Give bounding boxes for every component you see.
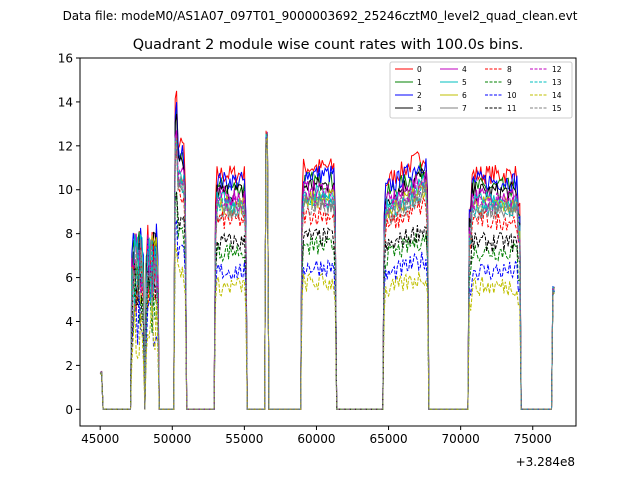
y-tick-label: 14 xyxy=(58,95,73,109)
series-line-13 xyxy=(99,133,555,410)
series-line-15 xyxy=(100,135,555,410)
x-tick-label: 55000 xyxy=(225,432,263,446)
legend-label-3: 3 xyxy=(417,104,422,113)
legend-label-1: 1 xyxy=(417,78,422,87)
series-line-3 xyxy=(99,113,555,410)
x-tick-label: 50000 xyxy=(153,432,191,446)
x-axis: 45000 50000 55000 60000 65000 70000 75000 xyxy=(81,426,552,446)
x-tick-label: 45000 xyxy=(81,432,119,446)
series-line-4 xyxy=(100,130,555,410)
legend-label-0: 0 xyxy=(417,65,422,74)
y-tick-label: 16 xyxy=(58,52,73,66)
series-line-10 xyxy=(99,135,555,410)
x-tick-label: 65000 xyxy=(369,432,407,446)
legend-label-13: 13 xyxy=(552,78,562,87)
y-tick-label: 6 xyxy=(65,271,73,285)
series-line-2 xyxy=(99,102,555,410)
y-tick-label: 12 xyxy=(58,139,73,153)
legend-label-2: 2 xyxy=(417,91,422,100)
x-tick-label: 70000 xyxy=(442,432,480,446)
y-axis: 0 2 4 6 8 10 12 14 16 xyxy=(58,52,80,417)
plot-area xyxy=(79,57,577,427)
series-line-12 xyxy=(100,132,555,410)
y-tick-label: 0 xyxy=(65,403,73,417)
legend-label-11: 11 xyxy=(507,104,517,113)
legend-label-7: 7 xyxy=(462,104,467,113)
legend-label-4: 4 xyxy=(462,65,467,74)
series-line-0 xyxy=(99,90,555,410)
x-tick-label: 75000 xyxy=(514,432,552,446)
legend-label-6: 6 xyxy=(462,91,467,100)
series-layer xyxy=(99,90,555,410)
x-tick-label: 60000 xyxy=(297,432,335,446)
y-tick-label: 8 xyxy=(65,227,73,241)
legend-label-14: 14 xyxy=(552,91,562,100)
legend-label-12: 12 xyxy=(552,65,562,74)
series-line-11 xyxy=(99,140,555,410)
y-tick-label: 10 xyxy=(58,183,73,197)
figure-suptitle: Data file: modeM0/AS1A07_097T01_90000036… xyxy=(63,9,578,23)
legend-label-9: 9 xyxy=(507,78,512,87)
legend-label-10: 10 xyxy=(507,91,517,100)
series-line-8 xyxy=(99,130,555,410)
legend-label-8: 8 xyxy=(507,65,512,74)
legend-label-15: 15 xyxy=(552,104,562,113)
x-offset-label: +3.284e8 xyxy=(516,455,575,469)
y-tick-label: 4 xyxy=(65,315,73,329)
legend-box xyxy=(389,61,573,119)
axes-frame xyxy=(79,57,577,427)
y-tick-label: 2 xyxy=(65,359,73,373)
chart-title: Quadrant 2 module wise count rates with … xyxy=(133,37,524,53)
legend-label-5: 5 xyxy=(462,78,467,87)
series-line-1 xyxy=(100,104,555,410)
